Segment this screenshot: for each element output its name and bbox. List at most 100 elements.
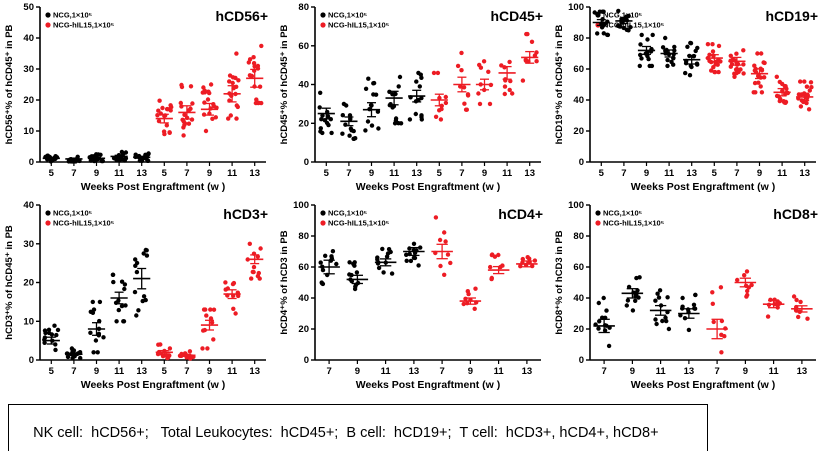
x-axis: 7 9 11 13 7 9 11 13 [590,359,816,377]
y-axis-label: hCD4⁺% of hCD3 in PB [279,230,290,334]
x-axis-label: Weeks Post Engraftment (w ) [631,379,776,391]
scatter-group [475,59,494,107]
panel-title: hCD56+ [215,8,268,24]
scatter-group [340,101,358,141]
series-ncg [318,241,425,292]
x-axis-label: Weeks Post Engraftment (w ) [81,379,226,391]
scatter-group [791,294,813,321]
series-ncg [317,70,426,141]
svg-text:60: 60 [298,262,309,273]
scatter-group [317,90,335,136]
svg-text:11: 11 [114,168,125,179]
scatter-group [487,252,510,282]
scatter-group [155,98,174,137]
scatter-group [621,275,644,313]
scatter-group [42,323,61,353]
scatter-group [223,280,241,316]
svg-text:9: 9 [207,168,212,179]
svg-text:9: 9 [207,366,212,377]
svg-text:40: 40 [23,200,34,211]
scatter-group [430,70,449,122]
scatter-group [42,153,60,164]
svg-text:5: 5 [324,168,330,179]
svg-text:11: 11 [656,366,667,377]
scatter-group [407,70,426,122]
scatter-group [64,346,83,361]
svg-text:5: 5 [162,366,168,377]
svg-text:13: 13 [249,168,260,179]
legend-dot [45,12,51,18]
scatter-group [110,149,129,163]
svg-text:11: 11 [389,168,400,179]
legend-label: NCG-hIL15,1×10⁵ [603,219,665,228]
svg-text:0: 0 [579,157,584,168]
series-ncg-hil15 [155,241,264,361]
svg-text:9: 9 [644,168,649,179]
svg-text:13: 13 [686,168,697,179]
svg-text:7: 7 [71,168,76,179]
scatter-group [520,31,539,83]
svg-text:5: 5 [437,168,443,179]
scatter-group [87,299,106,355]
svg-text:11: 11 [227,168,238,179]
scatter-group [649,288,672,332]
series-ncg [593,275,700,349]
scatter-group [592,9,611,38]
scatter-group [200,307,219,351]
svg-text:80: 80 [573,231,584,242]
svg-text:5: 5 [712,168,718,179]
scatter-group [65,154,83,164]
svg-text:13: 13 [799,168,810,179]
series-ncg-hil15 [706,269,813,355]
series-ncg [592,8,701,78]
scatter-group [200,82,219,134]
svg-text:10: 10 [23,317,34,328]
scatter-group [87,152,106,164]
svg-text:80: 80 [298,2,309,13]
scatter-group [374,246,397,276]
svg-text:20: 20 [573,324,584,335]
scatter-group [762,297,785,319]
svg-text:9: 9 [757,168,762,179]
panel-title: hCD3+ [223,206,268,222]
svg-text:20: 20 [298,119,309,130]
svg-text:9: 9 [468,366,473,377]
scatter-plot-svg: 0 20 40 60 80 100 7 9 11 13 7 9 11 13 Weeks Post Engra… [279,200,543,391]
svg-text:0: 0 [29,157,34,168]
x-axis: 5 7 9 11 13 5 7 9 11 13 [315,161,541,179]
panel-hcd4: 0 20 40 60 80 100 7 9 11 13 7 9 11 13 Weeks Post Engra… [277,200,549,396]
scatter-group [453,50,471,112]
scatter-group [155,342,173,361]
svg-text:9: 9 [94,366,99,377]
legend-dot [320,12,326,18]
svg-text:13: 13 [409,366,420,377]
legend-label: NCG-hIL15,1×10⁵ [53,21,115,30]
series-ncg-hil15 [705,42,814,112]
scatter-group [177,349,196,361]
legend-dot [45,22,51,28]
svg-text:40: 40 [573,95,584,106]
svg-text:5: 5 [162,168,168,179]
y-axis-label: hCD3⁺% of hCD45⁺ in PB [4,225,15,340]
panel-title: hCD8+ [773,206,818,222]
scatter-group [734,269,757,299]
scatter-group [498,59,516,97]
panel-hcd45: 0 20 40 60 80 5 7 9 11 13 5 7 9 11 13 Weeks Post Engraf… [277,2,549,198]
svg-text:7: 7 [734,168,739,179]
svg-text:11: 11 [769,366,780,377]
svg-text:9: 9 [482,168,487,179]
scatter-group [459,286,482,311]
svg-text:7: 7 [184,168,189,179]
panel-title: hCD4+ [498,206,543,222]
series-ncg-hil15 [155,43,264,138]
svg-text:5: 5 [49,168,55,179]
scatter-group [431,215,453,277]
scatter-group [178,82,196,138]
svg-text:30: 30 [23,64,34,75]
y-axis-label: hCD8⁺% of hCD3 in PB [554,230,565,334]
svg-text:40: 40 [573,293,584,304]
